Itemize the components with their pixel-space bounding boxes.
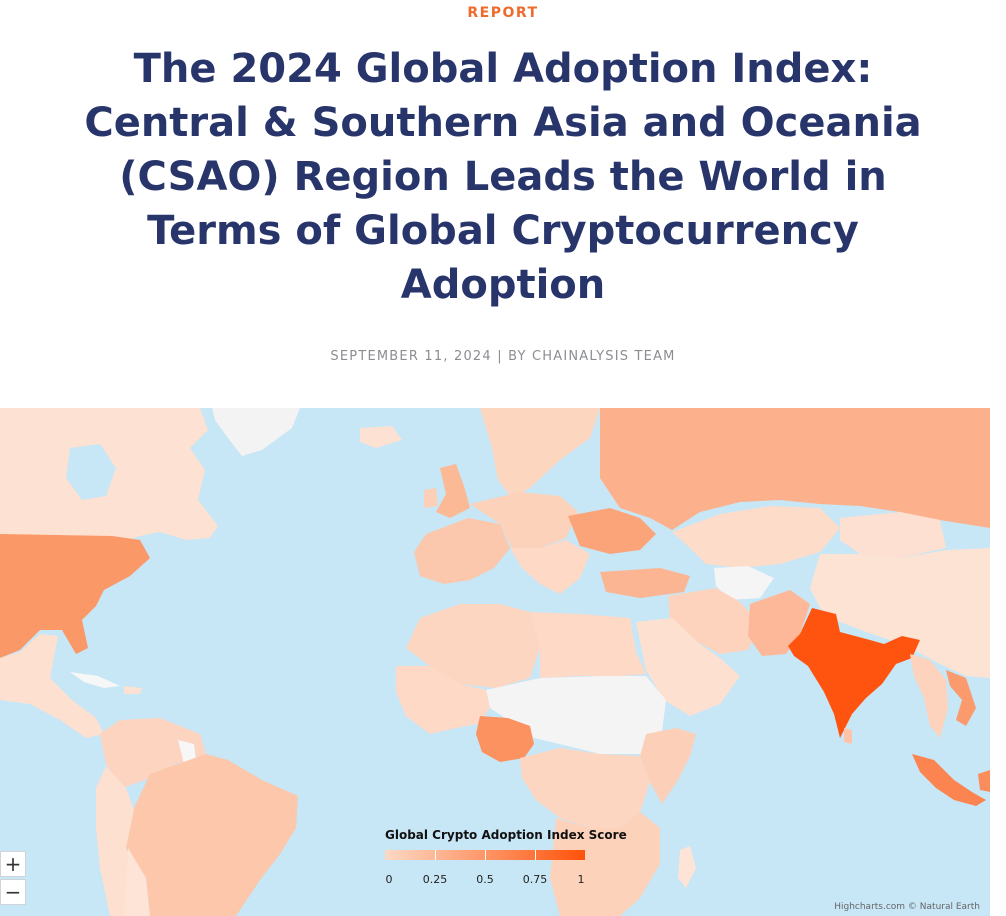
country-ukraine[interactable] [568, 508, 656, 554]
country-india[interactable] [788, 608, 920, 738]
country-italy-balkans[interactable] [510, 540, 590, 594]
country-germany-central-europe[interactable] [470, 492, 578, 548]
country-ethiopia-somalia[interactable] [640, 728, 696, 804]
zoom-out-button[interactable]: − [0, 879, 26, 905]
country-philippines[interactable] [978, 770, 990, 792]
caribbean-islands[interactable] [124, 686, 142, 694]
country-brazil[interactable] [126, 754, 298, 916]
legend-label-0: 0 [385, 873, 393, 886]
legend-title: Global Crypto Adoption Index Score [385, 828, 627, 842]
report-kicker[interactable]: REPORT [467, 5, 539, 21]
country-uk[interactable] [436, 464, 470, 518]
country-russia[interactable] [600, 408, 990, 530]
country-turkey[interactable] [600, 568, 690, 598]
country-guyana[interactable] [178, 740, 196, 764]
legend-label-0-5: 0.5 [476, 873, 494, 886]
country-iceland[interactable] [360, 426, 402, 448]
article-byline: SEPTEMBER 11, 2024 | BY CHAINALYSIS TEAM [330, 349, 676, 364]
article-header: REPORT The 2024 Global Adoption Index: C… [0, 0, 1006, 408]
map-credits-link[interactable]: Highcharts.com © Natural Earth [834, 902, 980, 912]
country-morocco-algeria[interactable] [406, 604, 540, 688]
legend-label-0-75: 0.75 [522, 873, 548, 886]
country-central-africa[interactable] [520, 748, 650, 828]
legend-label-0-25: 0.25 [422, 873, 448, 886]
country-southern-africa[interactable] [550, 812, 660, 916]
country-madagascar[interactable] [678, 846, 696, 888]
country-west-africa[interactable] [396, 666, 490, 734]
country-myanmar-thailand[interactable] [910, 654, 948, 738]
country-libya-egypt[interactable] [530, 612, 646, 678]
legend-color-bar [385, 850, 585, 860]
country-indonesia[interactable] [912, 754, 986, 806]
article-title: The 2024 Global Adoption Index: Central … [84, 46, 922, 308]
country-bolivia-argentina[interactable] [124, 848, 150, 916]
country-mexico[interactable] [0, 634, 104, 738]
country-nigeria[interactable] [476, 716, 534, 762]
legend-tick-mark [435, 850, 436, 860]
legend-tick-mark [535, 850, 536, 860]
map-legend: Global Crypto Adoption Index Score 0 0.2… [385, 828, 627, 898]
hudson-bay [66, 444, 116, 500]
country-sri-lanka[interactable] [844, 728, 852, 744]
world-map-svg [0, 408, 990, 916]
adoption-map[interactable]: Global Crypto Adoption Index Score 0 0.2… [0, 408, 990, 916]
country-colombia-venezuela[interactable] [100, 718, 206, 788]
country-turkmenistan[interactable] [714, 566, 774, 600]
legend-label-1: 1 [577, 873, 585, 886]
country-cuba[interactable] [70, 672, 120, 688]
legend-tick-mark [485, 850, 486, 860]
country-usa[interactable] [0, 534, 150, 658]
country-norway-sweden[interactable] [480, 408, 600, 498]
country-saudi-arabia[interactable] [636, 618, 740, 716]
country-ireland[interactable] [424, 488, 438, 508]
zoom-in-button[interactable]: + [0, 851, 26, 877]
country-france-spain[interactable] [414, 518, 510, 584]
country-mongolia[interactable] [840, 512, 946, 558]
country-kazakhstan[interactable] [672, 506, 840, 568]
country-china[interactable] [810, 548, 990, 678]
country-vietnam[interactable] [946, 670, 976, 726]
country-greenland[interactable] [212, 408, 300, 456]
